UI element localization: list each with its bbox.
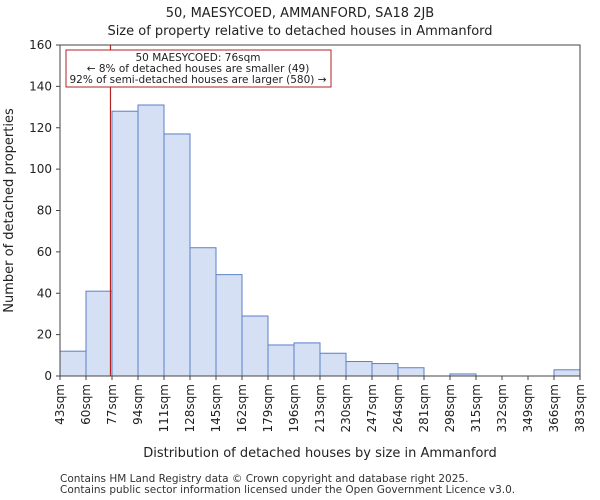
- bar-60sqm: [85, 290, 113, 377]
- annotation-line-1: 50 MAESYCOED: 76sqm: [136, 52, 261, 64]
- x-tick-label: 332sqm: [495, 384, 509, 432]
- x-tick-label: 264sqm: [391, 384, 405, 432]
- x-tick-label: 179sqm: [261, 384, 275, 432]
- x-tick-label: 145sqm: [209, 384, 223, 432]
- x-tick-label: 281sqm: [417, 384, 431, 432]
- x-tick-label: 43sqm: [53, 384, 67, 425]
- x-tick-label: 366sqm: [547, 384, 561, 432]
- bar-111sqm: [163, 133, 191, 377]
- x-tick-label: 128sqm: [183, 384, 197, 432]
- y-tick-label: 160: [29, 38, 52, 52]
- x-tick-label: 247sqm: [365, 384, 379, 432]
- bars-group: [59, 104, 581, 377]
- bar-94sqm: [137, 104, 165, 377]
- x-tick-label: 298sqm: [443, 384, 457, 432]
- x-axis: 43sqm 60sqm 77sqm 94sqm 111sqm 128sqm 145sqm 16…: [53, 376, 587, 432]
- bar-162sqm: [241, 315, 269, 377]
- y-tick-label: 40: [37, 286, 52, 300]
- footer-licence: Contains public sector information licen…: [60, 484, 516, 496]
- bar-77sqm: [111, 110, 139, 377]
- annotation-line-2: ← 8% of detached houses are smaller (49): [87, 63, 310, 75]
- y-tick-label: 100: [29, 162, 52, 176]
- annotation-box: [65, 49, 332, 88]
- x-tick-label: 315sqm: [469, 384, 483, 432]
- bar-213sqm: [319, 352, 347, 377]
- bar-247sqm: [371, 363, 399, 377]
- bar-128sqm: [189, 247, 217, 377]
- y-tick-label: 80: [37, 204, 52, 218]
- chart-title: 50, MAESYCOED, AMMANFORD, SA18 2JB: [165, 6, 435, 21]
- x-tick-label: 162sqm: [235, 384, 249, 432]
- bar-145sqm: [215, 274, 243, 377]
- bar-43sqm: [59, 350, 87, 377]
- x-tick-label: 349sqm: [521, 384, 535, 432]
- bar-366sqm: [553, 369, 581, 377]
- annotation-line-3: 92% of semi-detached houses are larger (…: [70, 74, 327, 86]
- x-tick-label: 77sqm: [105, 384, 119, 425]
- x-axis-label: Distribution of detached houses by size …: [143, 446, 497, 461]
- y-tick-label: 60: [37, 245, 52, 259]
- y-tick-label: 20: [37, 328, 52, 342]
- y-axis: 0 20 40 60 80 100 120 140 160: [29, 38, 60, 383]
- bar-196sqm: [293, 342, 321, 377]
- x-tick-label: 111sqm: [157, 384, 171, 432]
- x-tick-label: 383sqm: [573, 384, 587, 432]
- bar-264sqm: [397, 367, 425, 377]
- bar-230sqm: [345, 361, 373, 377]
- y-tick-label: 0: [44, 369, 52, 383]
- x-tick-label: 94sqm: [131, 384, 145, 425]
- x-tick-label: 60sqm: [79, 384, 93, 425]
- y-tick-label: 140: [29, 79, 52, 93]
- footer-copyright: Contains HM Land Registry data © Crown c…: [60, 473, 469, 485]
- y-axis-label: Number of detached properties: [2, 108, 17, 313]
- y-tick-label: 120: [29, 121, 52, 135]
- x-tick-label: 213sqm: [313, 384, 327, 432]
- x-tick-label: 196sqm: [287, 384, 301, 432]
- chart-subtitle: Size of property relative to detached ho…: [107, 24, 493, 39]
- bar-179sqm: [267, 344, 295, 377]
- x-tick-label: 230sqm: [339, 384, 353, 432]
